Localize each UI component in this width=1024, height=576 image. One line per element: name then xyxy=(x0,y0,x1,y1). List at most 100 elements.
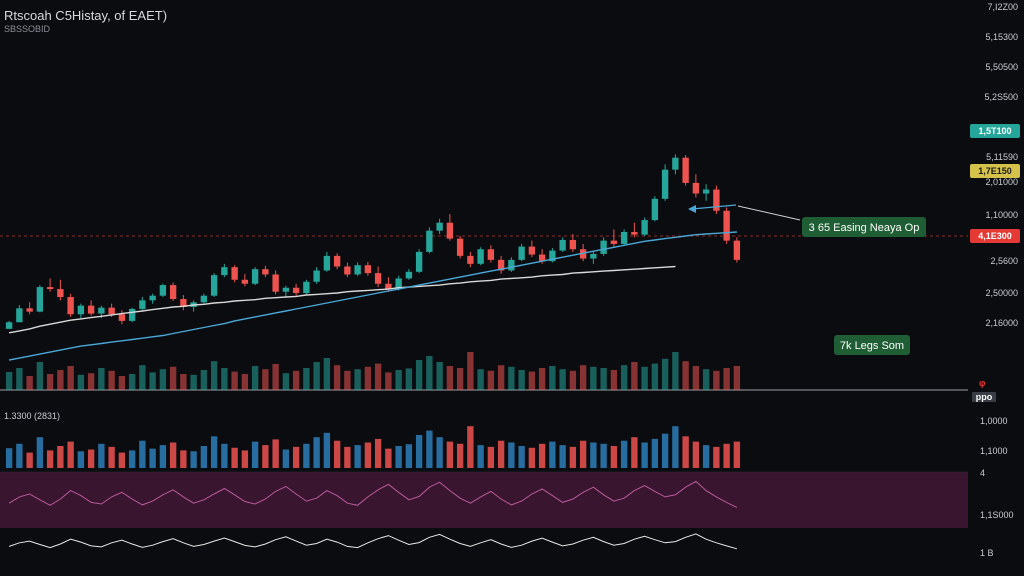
volume-bar xyxy=(610,370,618,390)
price-tick-label: 5,2S500 xyxy=(984,92,1018,102)
volume-bar xyxy=(620,365,628,390)
volume-bar-lower xyxy=(549,441,556,468)
candle-body xyxy=(395,278,402,290)
lower-tick-label: 1,1S000 xyxy=(980,510,1014,520)
price-tick-label: 5,50500 xyxy=(985,62,1018,72)
candle-body xyxy=(26,308,33,312)
volume-bar xyxy=(180,374,187,390)
chart-subtitle: SBSSOBID xyxy=(4,24,51,34)
volume-bar-lower xyxy=(651,438,659,468)
ma-long-line xyxy=(8,265,676,334)
candle-body xyxy=(600,240,607,254)
volume-bar xyxy=(374,363,382,390)
volume-bar-lower xyxy=(487,446,495,468)
volume-bar-lower xyxy=(682,436,689,468)
candle-body xyxy=(333,255,341,267)
volume-bar xyxy=(46,374,54,390)
ma-short-line xyxy=(8,231,737,361)
volume-bar-lower xyxy=(733,441,741,468)
volume-bar-lower xyxy=(139,440,146,468)
volume-bar-lower xyxy=(169,442,177,468)
volume-bar-lower xyxy=(364,442,372,468)
volume-bar-lower xyxy=(26,452,33,468)
candle-body xyxy=(641,220,648,235)
candle-body xyxy=(200,295,208,303)
badge-small-text: ppo xyxy=(976,392,993,402)
annotation-ema-box xyxy=(802,217,926,237)
volume-bar-lower xyxy=(128,450,136,468)
candle-body xyxy=(364,265,372,274)
badge-yellow-text: 1,7E150 xyxy=(978,166,1012,176)
candle-body xyxy=(374,273,382,284)
badge-green: 1,5T100 xyxy=(970,124,1020,138)
volume-bar-lower xyxy=(241,450,249,468)
volume-bar xyxy=(600,368,607,390)
candle-body xyxy=(159,285,167,296)
volume-bar xyxy=(497,365,505,390)
volume-bar-lower xyxy=(118,452,126,468)
candle-body xyxy=(118,314,126,321)
candle-body xyxy=(518,246,525,260)
candle-body xyxy=(354,265,361,275)
volume-bar-lower xyxy=(16,443,23,468)
volume-bar-lower xyxy=(159,445,167,468)
volume-bar xyxy=(108,370,115,390)
oscillator-line-2 xyxy=(8,533,738,550)
volume-bar xyxy=(456,368,464,390)
lower-tick-label: 1 B xyxy=(980,548,994,558)
chart-title: Rtscoah C5Histay, of EAET) xyxy=(4,8,168,23)
candle-body xyxy=(16,308,23,323)
candle-body xyxy=(303,281,310,294)
volume-bar xyxy=(559,369,566,390)
volume-bar-lower xyxy=(180,450,187,468)
badge-red: 4,1E300 xyxy=(970,229,1020,243)
volume-bar xyxy=(385,372,392,390)
volume-bar xyxy=(87,373,95,390)
volume-bar-lower xyxy=(200,446,208,468)
candle-body xyxy=(46,287,54,290)
candle-body xyxy=(282,287,290,292)
volume-bar xyxy=(436,362,443,390)
volume-bar-lower xyxy=(395,446,402,468)
volume-bar xyxy=(528,371,536,390)
volume-bar-lower xyxy=(569,446,577,468)
volume-bar xyxy=(36,362,44,390)
volume-bar-lower xyxy=(262,445,269,468)
volume-bar xyxy=(159,369,167,390)
volume-bar xyxy=(549,366,556,390)
volume-bar xyxy=(77,374,85,390)
candle-body xyxy=(57,289,64,298)
candle-body xyxy=(497,259,505,271)
volume-bar xyxy=(272,364,279,390)
badge-small-icon: φ xyxy=(979,378,986,388)
candle-body xyxy=(713,189,720,211)
candle-body xyxy=(559,239,566,251)
volume-bar-lower xyxy=(323,432,331,468)
annotation-legs-text: 7k Legs Som xyxy=(840,340,904,352)
volume-bar xyxy=(16,368,23,390)
volume-bar-lower xyxy=(426,430,433,468)
volume-bar xyxy=(282,373,290,390)
volume-bar-lower xyxy=(282,449,290,468)
volume-label: 1.3300 (2831) xyxy=(4,411,61,421)
candle-body xyxy=(292,287,300,294)
badge-red-box xyxy=(970,229,1020,243)
volume-bar-lower xyxy=(344,446,351,468)
volume-bar-lower xyxy=(5,448,13,468)
candle-body xyxy=(426,230,433,252)
badge-red-text: 4,1E300 xyxy=(978,231,1012,241)
volume-bar-lower xyxy=(57,446,64,468)
candle-body xyxy=(569,239,577,250)
candle-body xyxy=(87,305,95,314)
annotation-arrow xyxy=(691,204,737,210)
volume-bar xyxy=(415,360,423,390)
volume-bar xyxy=(723,368,730,390)
lower-tick-label: 1,0000 xyxy=(980,416,1008,426)
candle-body xyxy=(221,267,228,276)
volume-bar-lower xyxy=(405,444,413,468)
volume-bar-lower xyxy=(46,450,54,468)
volume-bar-lower xyxy=(723,443,730,468)
volume-bars-lower xyxy=(5,426,741,468)
price-tick-label: 2,5600 xyxy=(990,256,1018,266)
